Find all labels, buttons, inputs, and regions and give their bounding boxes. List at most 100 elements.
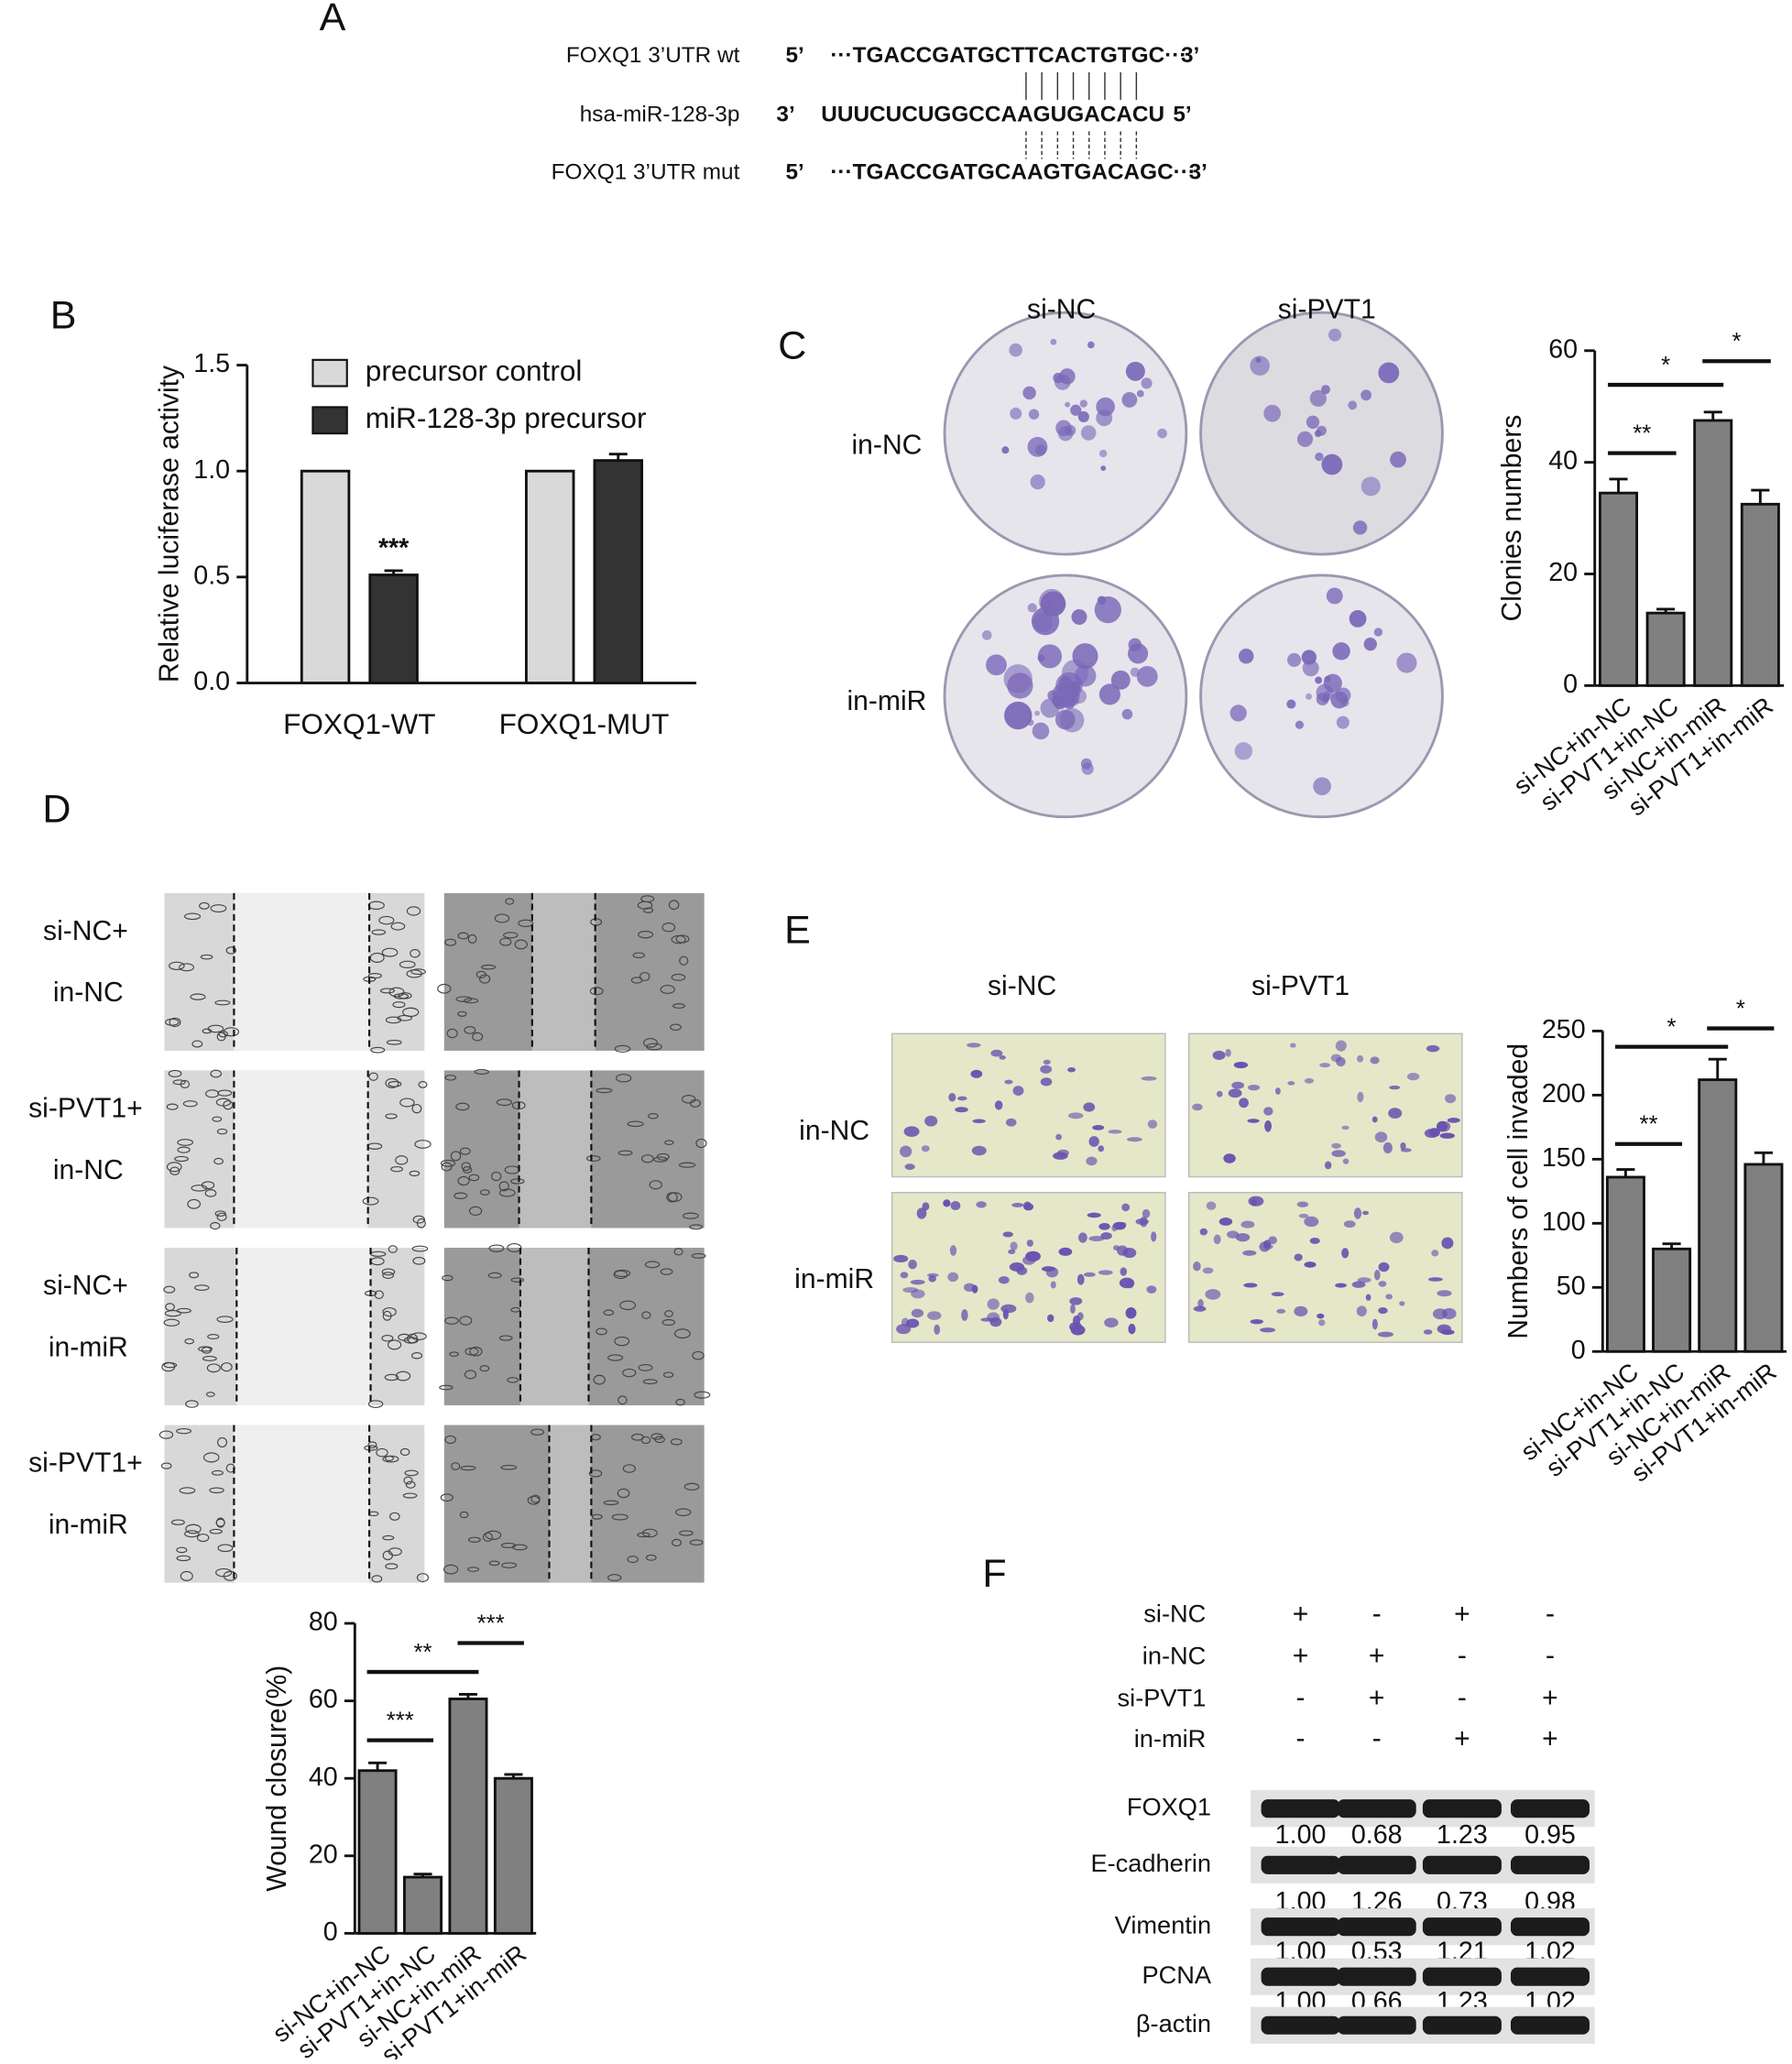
legend-label: precursor control [366, 354, 583, 387]
column-label: si-PVT1 [1251, 971, 1349, 1001]
y-tick-label: 0 [1571, 1336, 1586, 1365]
y-tick-label: 1.0 [193, 455, 230, 485]
cell [673, 1248, 683, 1256]
cell [190, 993, 206, 1000]
cell [1199, 1228, 1208, 1236]
colony [1034, 710, 1041, 716]
cell [661, 922, 676, 933]
cell [457, 1175, 470, 1186]
colony [1028, 409, 1040, 420]
cell [382, 1272, 394, 1279]
cell [1304, 1216, 1319, 1228]
cell [1447, 1118, 1460, 1123]
y-axis-label: Wound closure(%) [262, 1665, 292, 1892]
cell [1040, 1065, 1053, 1074]
colony [1071, 609, 1087, 626]
cell [166, 1162, 182, 1173]
y-tick-label: 40 [1548, 446, 1578, 475]
cell [199, 901, 210, 910]
condition-sign: - [1458, 1683, 1467, 1713]
cell [1047, 1314, 1054, 1323]
cell [660, 984, 675, 995]
cell [217, 1436, 227, 1447]
row-label: in-NC [53, 977, 124, 1008]
cell [1069, 1296, 1083, 1305]
row-label: in-NC [799, 1116, 869, 1146]
cell [976, 1201, 987, 1208]
cell [469, 1346, 483, 1357]
cell [403, 1337, 419, 1344]
cell [367, 1441, 377, 1449]
colony [1030, 474, 1045, 490]
seq: UUUCUCUGGCCAAGUGACACU [821, 103, 1164, 127]
cell [1104, 1317, 1119, 1328]
protein-label: FOXQ1 [1127, 1792, 1211, 1820]
cell [488, 1560, 500, 1567]
cell [1228, 1088, 1242, 1098]
cell [1142, 1208, 1151, 1218]
cell [374, 1290, 384, 1299]
bar [493, 1776, 533, 1935]
cell [1259, 1241, 1271, 1252]
significance: * [1661, 353, 1670, 378]
cell [402, 1007, 420, 1017]
cell [903, 1126, 920, 1137]
cell [202, 1356, 217, 1361]
significance: *** [477, 1611, 505, 1636]
cell [467, 934, 477, 944]
cell [1336, 1056, 1346, 1067]
cell [1389, 1231, 1404, 1244]
cell [617, 1395, 628, 1405]
cell [1012, 1086, 1024, 1096]
cell [177, 1139, 194, 1146]
condition-label: si-PVT1 [1118, 1683, 1207, 1711]
cell [662, 1371, 674, 1379]
colony [1309, 389, 1327, 407]
cell [1437, 1120, 1451, 1132]
colony [1072, 643, 1098, 670]
cell [390, 922, 406, 931]
cell [673, 1328, 691, 1339]
cell [450, 1151, 462, 1162]
cell [1263, 1107, 1273, 1116]
condition-sign: + [1542, 1724, 1558, 1754]
cell [1008, 1249, 1016, 1254]
cell [440, 1159, 456, 1167]
cell [507, 1377, 519, 1383]
cell [184, 912, 202, 921]
cell [1251, 1198, 1257, 1207]
cell [395, 1155, 409, 1165]
cell [406, 969, 422, 978]
cell [1192, 1103, 1203, 1111]
error-bar [1708, 1057, 1727, 1080]
cell [682, 1212, 699, 1219]
cell [1025, 1292, 1034, 1304]
cell [1374, 1131, 1388, 1143]
colony [1352, 520, 1368, 535]
cell [678, 1162, 696, 1168]
colony [1234, 742, 1253, 760]
cell [971, 1145, 987, 1156]
cell [378, 915, 395, 925]
cell [679, 1530, 694, 1536]
cell [414, 1140, 432, 1149]
cell [209, 1528, 223, 1534]
cell [622, 1368, 637, 1378]
cell [500, 1542, 517, 1548]
bar [524, 469, 575, 684]
cell [494, 913, 510, 923]
cell [453, 1192, 468, 1199]
colony [1110, 670, 1131, 690]
cell [382, 1534, 395, 1541]
cell [671, 934, 686, 945]
cell [1276, 1308, 1286, 1314]
cell [1055, 1133, 1062, 1141]
cell [196, 1533, 210, 1543]
cell [1240, 1220, 1255, 1229]
cell [218, 1031, 228, 1038]
colony [1080, 425, 1097, 441]
colony [1077, 410, 1089, 422]
cell [1406, 1073, 1420, 1081]
cell [444, 1435, 457, 1445]
significance: * [1732, 329, 1742, 355]
